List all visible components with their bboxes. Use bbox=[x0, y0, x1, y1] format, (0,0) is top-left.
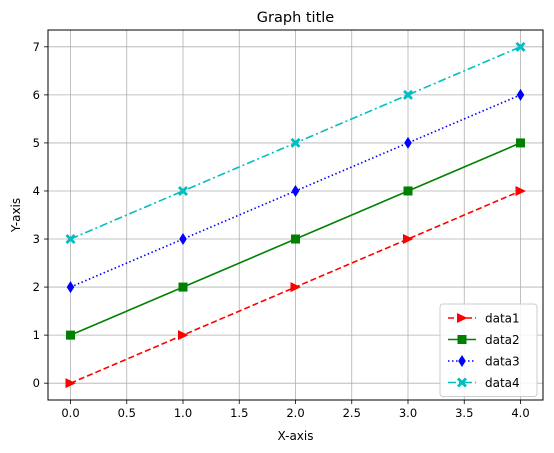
data-point-data2 bbox=[178, 282, 188, 292]
data-point-data2 bbox=[403, 186, 413, 196]
data-point-data1 bbox=[290, 282, 301, 293]
x-tick-label: 2.5 bbox=[343, 406, 361, 420]
series-data4 bbox=[65, 41, 526, 245]
data-point-data2 bbox=[66, 330, 75, 340]
y-tick-label: 5 bbox=[33, 136, 40, 150]
legend-marker-data2 bbox=[457, 335, 467, 344]
x-tick-label: 3.5 bbox=[455, 406, 473, 420]
data-point-data4 bbox=[290, 137, 301, 148]
data-point-data2 bbox=[516, 138, 525, 148]
data-point-data4 bbox=[515, 41, 526, 52]
legend-label-data2: data2 bbox=[485, 333, 520, 347]
series-data3 bbox=[66, 88, 525, 294]
data-point-data1 bbox=[178, 330, 189, 341]
legend-label-data4: data4 bbox=[485, 376, 520, 390]
legend-label-data3: data3 bbox=[485, 355, 520, 369]
data-point-data1 bbox=[65, 378, 76, 389]
x-tick-label: 4.0 bbox=[511, 406, 529, 420]
y-tick-label: 0 bbox=[33, 376, 40, 390]
data-point-data3 bbox=[516, 88, 525, 101]
x-tick-label: 0.5 bbox=[118, 406, 136, 420]
legend-marker-data4 bbox=[457, 377, 467, 388]
data-point-data1 bbox=[403, 234, 414, 245]
legend: data1 data2 data3 data4 bbox=[439, 303, 538, 397]
data-point-data3 bbox=[66, 281, 75, 294]
x-tick-label: 2.0 bbox=[286, 406, 304, 420]
y-tick-label: 1 bbox=[33, 328, 40, 342]
chart-title: Graph title bbox=[257, 10, 335, 26]
data-point-data4 bbox=[65, 234, 76, 245]
axis-ticks: 0.0 0.5 1.0 1.5 2.0 2.5 3.0 3.5 4.0 0 1 2 3 4 5 6 7 bbox=[33, 40, 530, 420]
series-data2 bbox=[66, 138, 525, 340]
y-tick-label: 7 bbox=[33, 40, 40, 54]
data-point-data3 bbox=[404, 136, 412, 149]
data-point-data3 bbox=[291, 184, 300, 197]
y-tick-label: 3 bbox=[33, 232, 40, 246]
data-point-data2 bbox=[291, 234, 300, 244]
data-point-data4 bbox=[403, 89, 413, 100]
legend-box bbox=[439, 303, 538, 397]
data-point-data4 bbox=[178, 185, 188, 196]
series-data1 bbox=[65, 185, 526, 389]
x-tick-label: 3.0 bbox=[399, 406, 417, 420]
legend-marker-data1 bbox=[457, 313, 468, 323]
legend-marker-data3 bbox=[458, 355, 466, 367]
series-group bbox=[65, 41, 526, 389]
x-tick-label: 0.0 bbox=[61, 406, 79, 420]
x-axis-label: X-axis bbox=[278, 429, 314, 443]
x-tick-label: 1.5 bbox=[230, 406, 248, 420]
data-point-data1 bbox=[515, 185, 526, 196]
data-point-data3 bbox=[179, 233, 187, 246]
y-axis-label: Y-axis bbox=[9, 198, 23, 233]
y-tick-label: 6 bbox=[33, 88, 40, 102]
legend-label-data1: data1 bbox=[485, 312, 520, 326]
y-tick-label: 2 bbox=[33, 280, 40, 294]
x-tick-label: 1.0 bbox=[174, 406, 192, 420]
y-tick-label: 4 bbox=[33, 184, 40, 198]
